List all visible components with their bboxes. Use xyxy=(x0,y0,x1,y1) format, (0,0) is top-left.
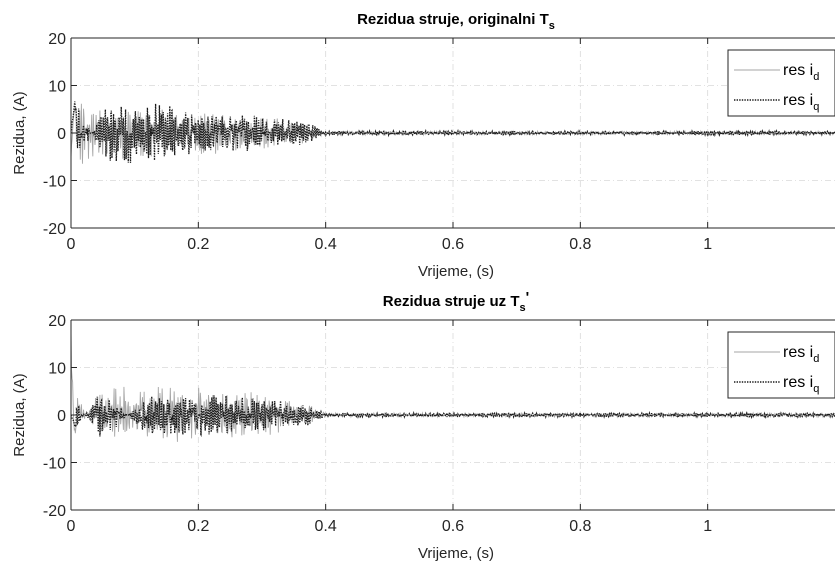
y-tick-label: 10 xyxy=(48,79,66,96)
chart-title-subscript: s xyxy=(519,302,525,314)
y-tick-label: -10 xyxy=(43,456,66,473)
series-line-res-i-q xyxy=(71,395,835,437)
series-line-res-i-d xyxy=(71,329,835,442)
legend-label-main: res i xyxy=(783,374,813,391)
x-tick-label: 1 xyxy=(703,518,712,535)
chart-panel-1: 0 0.2 0.4 0.6 0.8 1 -20 -10 0 10 20 Vrijeme, (s) Rez… xyxy=(11,11,835,280)
y-tick-label: -20 xyxy=(43,503,66,520)
x-tick-label: 0.6 xyxy=(442,518,464,535)
legend-label-subscript: d xyxy=(813,353,819,365)
legend-label-d: res id xyxy=(783,344,819,365)
y-tick-label: 0 xyxy=(57,126,66,143)
chart-title-main: Rezidua struje, originalni T xyxy=(357,11,549,28)
y-axis-label: Rezidua, (A) xyxy=(11,91,28,174)
x-axis-label: Vrijeme, (s) xyxy=(418,263,494,280)
x-tick-label: 0.4 xyxy=(315,518,337,535)
chart-title: Rezidua struje uz Ts' xyxy=(383,289,529,314)
y-tick-label: 20 xyxy=(48,313,66,330)
chart-title: Rezidua struje, originalni Ts xyxy=(357,11,555,32)
chart-panel-2: 0 0.2 0.4 0.6 0.8 1 -20 -10 0 10 20 Vrijeme, (s) Rez… xyxy=(11,289,835,562)
x-tick-label: 0.2 xyxy=(187,518,209,535)
x-tick-label: 0 xyxy=(67,518,76,535)
x-axis-label: Vrijeme, (s) xyxy=(418,545,494,562)
x-tick-label: 0.4 xyxy=(315,236,337,253)
x-tick-label: 1 xyxy=(703,236,712,253)
series-group xyxy=(71,329,835,442)
y-tick-label: 20 xyxy=(48,31,66,48)
legend-label-q: res iq xyxy=(783,92,819,113)
chart-title-main: Rezidua struje uz T xyxy=(383,293,520,310)
legend-label-main: res i xyxy=(783,92,813,109)
x-tick-label: 0.2 xyxy=(187,236,209,253)
legend-box xyxy=(727,49,835,117)
legend-label-d: res id xyxy=(783,62,819,83)
legend-label-subscript: q xyxy=(813,383,819,395)
y-tick-label: 10 xyxy=(48,361,66,378)
legend-label-main: res i xyxy=(783,344,813,361)
x-tick-label: 0.6 xyxy=(442,236,464,253)
y-tick-label: -10 xyxy=(43,174,66,191)
x-tick-label: 0.8 xyxy=(569,518,591,535)
series-group xyxy=(71,101,835,164)
legend-label-subscript: q xyxy=(813,101,819,113)
legend-label-subscript: d xyxy=(813,71,819,83)
legend-box xyxy=(727,331,835,399)
x-tick-label: 0.8 xyxy=(569,236,591,253)
series-line-res-i-d xyxy=(71,103,835,164)
chart-title-subscript: s xyxy=(549,20,555,32)
y-tick-label: -20 xyxy=(43,221,66,238)
series-line-res-i-q xyxy=(71,101,835,163)
y-axis-label: Rezidua, (A) xyxy=(11,373,28,456)
legend-label-q: res iq xyxy=(783,374,819,395)
chart-title-suffix: ' xyxy=(526,289,530,306)
y-tick-label: 0 xyxy=(57,408,66,425)
legend-label-main: res i xyxy=(783,62,813,79)
x-tick-label: 0 xyxy=(67,236,76,253)
